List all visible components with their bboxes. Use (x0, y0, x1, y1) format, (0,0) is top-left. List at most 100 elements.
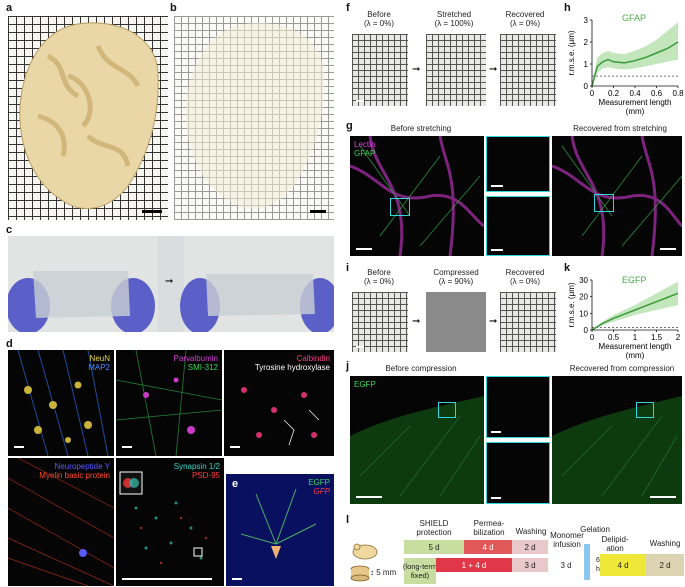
panel-d-tile-5: Synapsin 1/2 PSD-95 (116, 458, 224, 586)
duration: 3 d (560, 560, 572, 570)
scale-bar (122, 578, 212, 580)
duration: 3 d (524, 560, 536, 570)
scale-bar (660, 248, 676, 250)
state-lambda: (λ = 90%) (438, 277, 474, 286)
y-tick-label: 1 (584, 60, 589, 69)
panel-label-l: l (346, 514, 350, 526)
chart-k: 0 10 20 30 0 0.5 1 1.5 2 Measurement length(mm) r.… (567, 276, 681, 360)
tl-monomer-duration: 3 d (548, 554, 584, 576)
tl-gelation-duration: 6 h (580, 554, 600, 576)
neun-map2-image (17, 350, 109, 456)
panel-label-h: h (564, 2, 571, 14)
egfp-neuron-image (240, 488, 317, 559)
x-tick-label: 0.4 (629, 89, 641, 98)
scale-bar (491, 497, 501, 499)
panel-label-e: e (232, 478, 239, 490)
stain-label: GFP (313, 487, 330, 496)
tl-row2-note: (long-term fixed) (403, 558, 437, 584)
panel-label-a: a (6, 2, 13, 14)
scale-text: ↕ 5 mm (370, 568, 397, 577)
tl-header-permeabilization: Permea- bilization (464, 518, 514, 538)
stain-label: Synapsin 1/2 (173, 462, 220, 471)
stain-label: EGFP (308, 478, 330, 487)
stain-label: Tyrosine hydroxylase (254, 363, 330, 372)
scale-bar (232, 578, 242, 580)
y-tick-label: 2 (584, 38, 589, 47)
tl-row2-washing: 3 d (512, 558, 548, 572)
panel-label-i: i (346, 262, 350, 274)
compressed-image (426, 292, 486, 352)
state-title: Compressed (433, 268, 479, 277)
arrow-right-icon: ➞ (489, 64, 498, 75)
confidence-band (592, 22, 678, 86)
scale-bar (491, 249, 503, 251)
zoom-region (438, 402, 456, 418)
state-lambda: (λ = 100%) (434, 19, 474, 28)
scale-bar (356, 248, 372, 250)
x-tick-label: 0 (590, 89, 595, 98)
x-axis-label: Measurement length (599, 342, 672, 351)
duration: 5 d (428, 542, 440, 552)
y-axis-label: r.m.s.e. (μm) (567, 30, 576, 75)
arrow-right-icon: ➞ (165, 276, 174, 287)
g-recovered-image (552, 136, 682, 256)
tl-row1-permeabilization: 4 d (464, 540, 512, 554)
g-right-title: Recovered from stretching (573, 124, 667, 133)
state-title: Before (367, 10, 391, 19)
tl-header-gelation: Gelation (580, 524, 610, 534)
state-lambda: (λ = 0%) (363, 19, 394, 28)
tl-header-delipidation: Delipid- ation (600, 534, 630, 554)
y-axis-label: r.m.s.e. (μm) (567, 282, 576, 327)
x-tick-label: 0.2 (608, 89, 620, 98)
arrow-right-icon: ➞ (412, 64, 421, 75)
panel-d-tile-3: Calbindin Tyrosine hydroxylase (224, 350, 334, 456)
series-line (591, 41, 679, 87)
h-series-label: GFAP (622, 13, 647, 23)
header-text: Washing (515, 526, 547, 536)
stain-label: PSD-95 (191, 471, 220, 480)
x-tick-label: 0.6 (651, 89, 663, 98)
scale-bar (356, 496, 382, 498)
x-tick-label: 0.8 (672, 89, 684, 98)
panel-label-d: d (6, 338, 13, 350)
scale-bar (356, 100, 364, 102)
stain-label: MAP2 (88, 363, 110, 372)
tl-header-washing-1: Washing (514, 524, 548, 538)
stretch-photo (8, 236, 334, 332)
y-tick-label: 0 (584, 82, 589, 91)
state-lambda: (λ = 0%) (509, 277, 540, 286)
stretched-image (426, 34, 486, 106)
tl-header-monomer: Monomer infusion (548, 530, 586, 550)
panel-label-b: b (170, 2, 177, 14)
stain-label: SMI-312 (187, 363, 218, 372)
tissue-sample-icon (350, 565, 370, 582)
tl-delipidation-duration: 4 d (600, 554, 646, 576)
series-line (591, 292, 679, 331)
duration: 6 h (596, 557, 600, 573)
j-left-title: Before compression (385, 364, 457, 373)
state-lambda: (λ = 0%) (509, 19, 540, 28)
stain-label: Neuropeptide Y (54, 462, 110, 471)
stain-label: Lectin (354, 140, 376, 149)
npy-mbp-image (8, 458, 114, 586)
stain-label: Parvalbumin (173, 354, 218, 363)
y-tick-label: 30 (579, 276, 588, 285)
panel-label-k: k (564, 262, 571, 274)
scale-bar (230, 446, 240, 448)
panel-b-image (174, 16, 334, 220)
stain-label: Myelin basic protein (39, 471, 110, 480)
synapsin-psd95-image (119, 471, 208, 565)
y-tick-label: 10 (579, 309, 588, 318)
j-recovered-image (552, 376, 682, 504)
panel-label-j: j (346, 360, 350, 372)
stain-label: Calbindin (296, 354, 330, 363)
x-axis-unit: (mm) (626, 351, 645, 360)
k-series-label: EGFP (622, 275, 647, 285)
stain-label: NeuN (89, 354, 110, 363)
scale-bar (491, 431, 501, 433)
zoom-region (390, 198, 410, 216)
lectin-gfap-recovered-image (552, 136, 682, 256)
tl-row1-shield: 5 d (404, 540, 464, 554)
zoom-region (594, 194, 614, 212)
scale-value: 5 mm (376, 568, 397, 577)
